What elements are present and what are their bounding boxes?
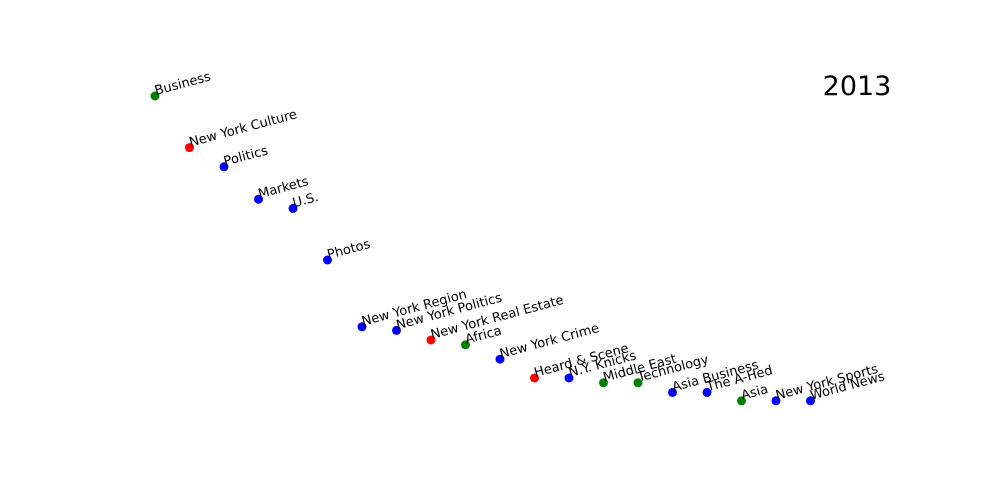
point-marker (530, 373, 539, 383)
point-label: Politics (222, 143, 270, 169)
point-marker (771, 396, 781, 406)
point-marker (357, 322, 367, 332)
point-marker (806, 396, 815, 406)
point-marker (737, 396, 746, 406)
point-label: U.S. (291, 190, 320, 211)
point-label: Asia (740, 382, 770, 404)
point-marker (702, 387, 712, 397)
point-asia: Asia (737, 382, 770, 406)
point-marker (288, 203, 298, 213)
point-marker (219, 162, 229, 172)
point-marker (254, 194, 263, 204)
point-marker (599, 378, 608, 388)
point-marker (495, 354, 505, 364)
point-marker (633, 378, 643, 388)
point-business: Business (150, 69, 213, 101)
point-marker (185, 143, 194, 153)
point-marker (461, 340, 470, 350)
point-marker (668, 387, 677, 397)
point-new-york-culture: New York Culture (185, 107, 299, 153)
point-u-s: U.S. (288, 190, 320, 213)
point-label: Business (153, 69, 212, 98)
point-politics: Politics (219, 143, 270, 172)
point-label: Photos (326, 237, 372, 263)
point-marker (150, 91, 160, 101)
point-marker (392, 325, 401, 335)
point-marker (426, 335, 436, 345)
point-marker (323, 255, 332, 265)
point-photos: Photos (323, 237, 372, 265)
year-label: 2013 (823, 71, 892, 102)
point-marker (564, 373, 574, 383)
point-label: New York Culture (188, 107, 299, 150)
